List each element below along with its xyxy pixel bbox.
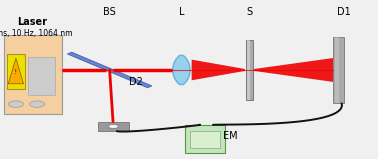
Text: D1: D1 — [337, 7, 351, 17]
Circle shape — [29, 101, 45, 107]
Circle shape — [108, 124, 118, 128]
Polygon shape — [192, 60, 245, 80]
Text: EM: EM — [223, 131, 238, 141]
Text: !: ! — [14, 69, 17, 75]
FancyBboxPatch shape — [7, 54, 25, 89]
FancyBboxPatch shape — [333, 37, 344, 103]
Text: BS: BS — [103, 7, 116, 17]
Text: D2: D2 — [129, 77, 143, 87]
Text: 4 ns, 10 Hz, 1064 nm: 4 ns, 10 Hz, 1064 nm — [0, 29, 73, 38]
FancyBboxPatch shape — [98, 122, 129, 131]
Text: S: S — [246, 7, 253, 17]
Polygon shape — [8, 58, 23, 84]
FancyBboxPatch shape — [335, 37, 339, 103]
FancyBboxPatch shape — [247, 40, 250, 100]
Circle shape — [8, 101, 23, 107]
Polygon shape — [67, 52, 152, 88]
Polygon shape — [173, 55, 190, 85]
FancyBboxPatch shape — [190, 131, 220, 148]
FancyBboxPatch shape — [4, 35, 62, 114]
Text: Laser: Laser — [17, 17, 47, 27]
FancyBboxPatch shape — [28, 57, 55, 95]
Text: L: L — [179, 7, 184, 17]
FancyBboxPatch shape — [246, 40, 253, 100]
FancyBboxPatch shape — [185, 125, 225, 153]
Polygon shape — [254, 58, 333, 82]
